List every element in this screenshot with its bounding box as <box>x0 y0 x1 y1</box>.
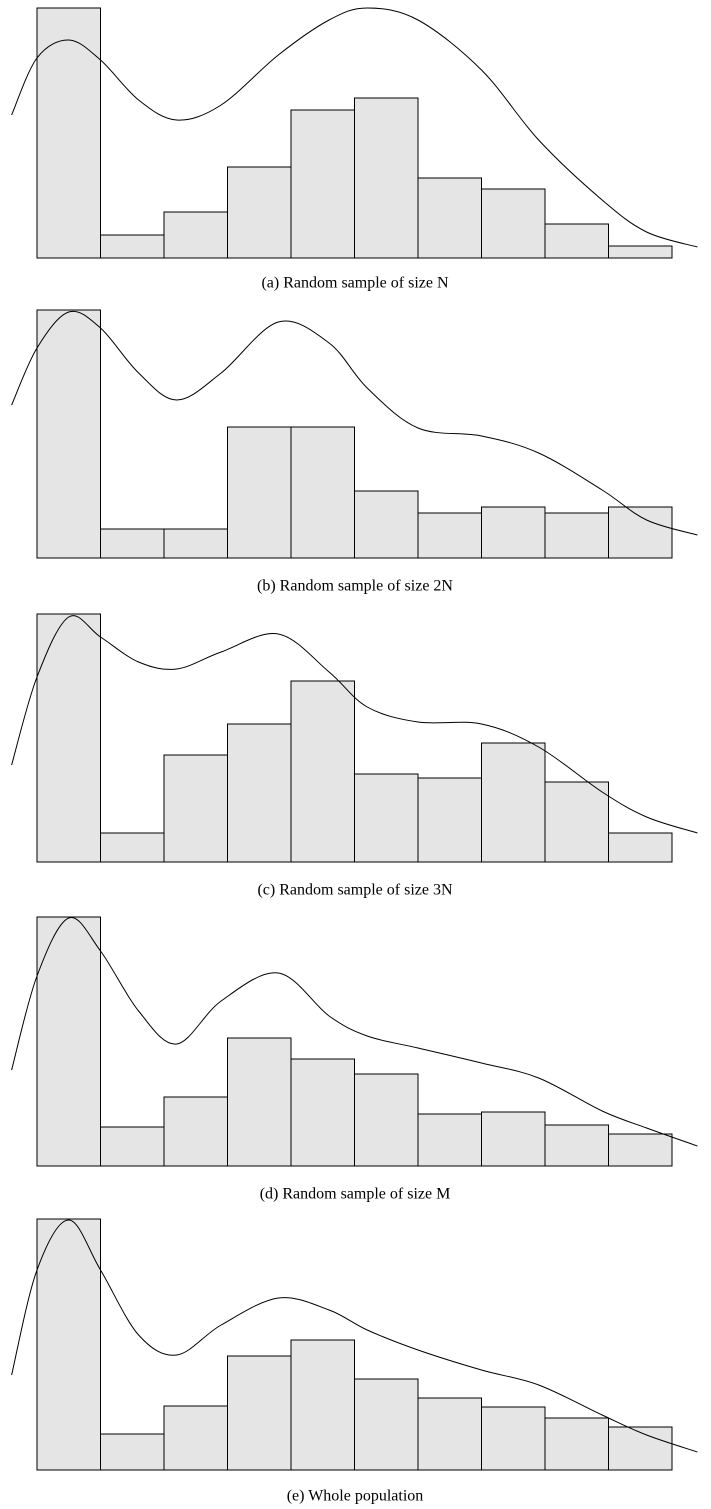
caption: (e) Whole population <box>287 1488 424 1505</box>
bar <box>36 613 101 863</box>
bar <box>608 1426 673 1471</box>
bar <box>354 490 419 559</box>
bar <box>163 754 228 863</box>
bar <box>100 1126 165 1167</box>
bar <box>608 245 673 259</box>
bar <box>481 506 546 559</box>
bar <box>608 832 673 863</box>
bar <box>163 211 228 259</box>
bar <box>36 7 101 259</box>
bar <box>290 680 355 863</box>
bar <box>417 512 482 559</box>
bar <box>163 1405 228 1471</box>
bar <box>417 1397 482 1471</box>
bar <box>100 234 165 259</box>
density-curve <box>11 615 698 834</box>
bar <box>227 1355 292 1471</box>
density-curve <box>11 310 698 536</box>
panel: (a) Random sample of size N <box>11 7 698 292</box>
bar <box>227 1037 292 1167</box>
bar <box>481 742 546 863</box>
bar <box>544 1124 609 1167</box>
bar <box>608 1133 673 1167</box>
bar <box>354 97 419 259</box>
bar <box>354 773 419 863</box>
panel: (e) Whole population <box>11 1218 698 1505</box>
bar <box>290 109 355 259</box>
bar <box>163 1096 228 1167</box>
bar <box>163 528 228 559</box>
caption: (c) Random sample of size 3N <box>257 882 453 899</box>
bar <box>608 506 673 559</box>
bar <box>290 1058 355 1167</box>
bar <box>544 1417 609 1471</box>
bar <box>100 1433 165 1471</box>
bar <box>227 426 292 559</box>
bar <box>36 1218 101 1471</box>
panel: (b) Random sample of size 2N <box>11 309 698 595</box>
bar <box>100 832 165 863</box>
panel: (d) Random sample of size M <box>11 916 698 1203</box>
bar <box>227 166 292 259</box>
bar <box>544 223 609 259</box>
bar <box>417 1113 482 1167</box>
density-curve <box>11 7 698 248</box>
panel: (c) Random sample of size 3N <box>11 613 698 899</box>
caption: (a) Random sample of size N <box>261 275 449 292</box>
bar <box>417 177 482 259</box>
bar <box>481 188 546 259</box>
bar <box>417 777 482 863</box>
bar <box>290 426 355 559</box>
bar <box>354 1378 419 1471</box>
bar <box>36 916 101 1167</box>
bar <box>481 1111 546 1167</box>
bar <box>100 528 165 559</box>
bar <box>290 1339 355 1471</box>
bar <box>544 512 609 559</box>
bar <box>544 781 609 863</box>
bar <box>481 1406 546 1471</box>
bar <box>227 723 292 863</box>
caption: (b) Random sample of size 2N <box>257 578 453 595</box>
bar <box>354 1073 419 1167</box>
density-curve <box>11 917 698 1147</box>
bar <box>36 309 101 559</box>
caption: (d) Random sample of size M <box>260 1186 451 1203</box>
density-curve <box>11 1219 698 1453</box>
